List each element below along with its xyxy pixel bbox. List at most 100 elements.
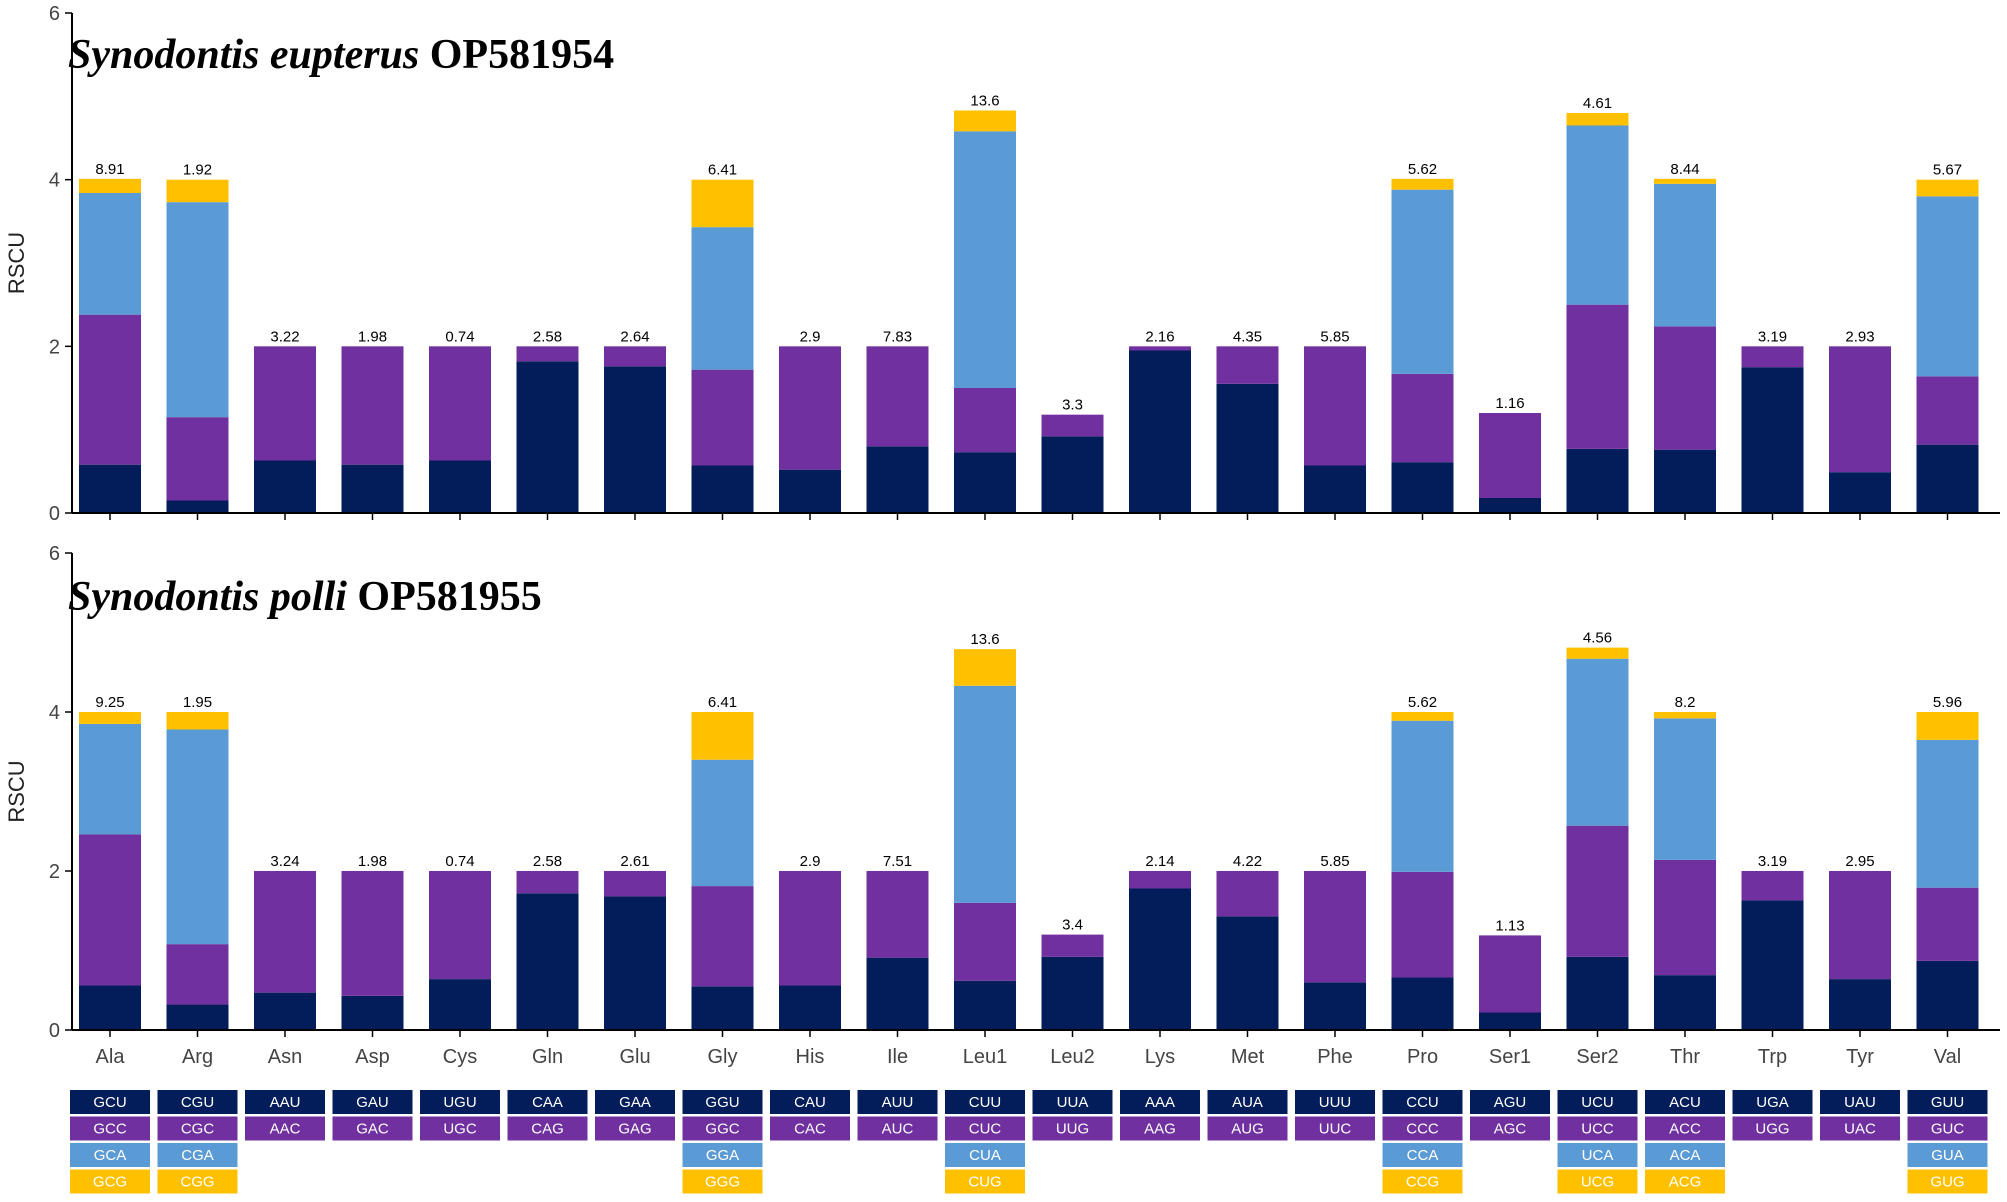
bar-segment-Ile-1 bbox=[866, 957, 929, 1030]
codon-label-CUU: CUU bbox=[969, 1094, 1002, 1111]
codon-box-CGU bbox=[157, 1090, 238, 1114]
bar-segment-Lys-2 bbox=[1129, 871, 1191, 889]
codon-column-Ser2: UCU UCC UCA UCG bbox=[1557, 1090, 1638, 1194]
bar-label-Phe: 5.85 bbox=[1320, 328, 1349, 345]
codon-label-ACU: ACU bbox=[1669, 1094, 1701, 1111]
codon-box-AAA bbox=[1120, 1090, 1200, 1114]
chart-title-species: Synodontis eupterus bbox=[68, 32, 419, 78]
codon-label-GUC: GUC bbox=[1931, 1121, 1965, 1138]
codon-label-UGU: UGU bbox=[443, 1094, 476, 1111]
codon-label-AAC: AAC bbox=[270, 1121, 301, 1138]
codon-box-GGA bbox=[682, 1143, 763, 1167]
codon-column-Phe: UUU UUC bbox=[1295, 1090, 1375, 1141]
bar-label-Val: 5.96 bbox=[1933, 694, 1962, 711]
bar-segment-Glu-1 bbox=[604, 366, 666, 513]
bar-label-Thr: 8.44 bbox=[1670, 161, 1699, 178]
bar-segment-Glu-1 bbox=[604, 896, 666, 1030]
codon-label-UUG: UUG bbox=[1056, 1121, 1089, 1138]
bar-segment-Arg-2 bbox=[166, 944, 229, 1005]
codon-box-UGA bbox=[1732, 1090, 1813, 1114]
bar-segment-Pro-4 bbox=[1391, 178, 1454, 190]
bar-label-Asn: 3.22 bbox=[270, 328, 299, 345]
codon-label-CUG: CUG bbox=[968, 1174, 1001, 1191]
bar-segment-Cys-2 bbox=[429, 346, 491, 461]
bar-segment-Ser1-2 bbox=[1479, 935, 1541, 1013]
codon-label-GAG: GAG bbox=[618, 1121, 651, 1138]
x-tick-label-Lys: Lys bbox=[1145, 1046, 1175, 1068]
y-tick-label-4: 4 bbox=[49, 170, 60, 192]
bar-segment-Met-2 bbox=[1216, 871, 1279, 917]
codon-label-ACG: ACG bbox=[1669, 1174, 1702, 1191]
codon-box-UGU bbox=[420, 1090, 500, 1114]
bar-segment-Ser1-2 bbox=[1479, 413, 1541, 498]
bar-segment-Thr-3 bbox=[1654, 718, 1716, 860]
codon-label-AAA: AAA bbox=[1145, 1094, 1175, 1111]
bar-group-Tyr: 2.93 bbox=[1829, 328, 1891, 513]
codon-box-GGC bbox=[682, 1116, 763, 1141]
bar-label-Tyr: 2.95 bbox=[1845, 853, 1874, 870]
bar-group-Gln: 2.58 bbox=[516, 328, 579, 513]
codon-label-AAG: AAG bbox=[1144, 1121, 1176, 1138]
y-axis-label: RSCU bbox=[4, 232, 29, 294]
bar-group-Thr: 8.44 bbox=[1654, 161, 1716, 513]
codon-column-His: CAU CAC bbox=[770, 1090, 850, 1141]
chart-panel-1: Synodontis eupterus OP581954 RSCU 8.91 1.92… bbox=[4, 3, 2000, 525]
codon-box-GAG bbox=[595, 1116, 675, 1141]
codon-box-CAG bbox=[507, 1116, 588, 1141]
bar-segment-Gly-2 bbox=[691, 369, 754, 466]
bar-segment-Ala-1 bbox=[79, 985, 141, 1030]
x-tick-label-Glu: Glu bbox=[619, 1046, 650, 1068]
bar-segment-Thr-4 bbox=[1654, 178, 1716, 184]
bar-group-Lys: 2.14 bbox=[1129, 853, 1191, 1030]
bar-segment-Thr-4 bbox=[1654, 712, 1716, 719]
codon-box-CCA bbox=[1382, 1143, 1463, 1167]
bar-segment-Ala-4 bbox=[79, 712, 141, 724]
codon-box-UAU bbox=[1820, 1090, 1900, 1114]
bar-segment-His-2 bbox=[779, 871, 841, 986]
codon-box-CGC bbox=[157, 1116, 238, 1141]
bar-segment-Asn-2 bbox=[254, 871, 316, 993]
bar-segment-Ile-2 bbox=[866, 346, 929, 447]
bar-label-Glu: 2.61 bbox=[620, 853, 649, 870]
codon-label-GCC: GCC bbox=[93, 1121, 127, 1138]
bar-group-Trp: 3.19 bbox=[1741, 328, 1804, 513]
x-tick-label-Ser2: Ser2 bbox=[1576, 1046, 1618, 1068]
codon-box-GCC bbox=[70, 1116, 150, 1141]
x-tick-label-Ala: Ala bbox=[96, 1046, 126, 1068]
bar-segment-Pro-4 bbox=[1391, 712, 1454, 721]
bar-segment-Pro-2 bbox=[1391, 871, 1454, 978]
codon-column-Ile: AUU AUC bbox=[857, 1090, 938, 1141]
codon-label-GGC: GGC bbox=[705, 1121, 739, 1138]
bar-group-Asn: 3.24 bbox=[254, 853, 316, 1030]
bar-group-Leu1: 13.6 bbox=[954, 631, 1016, 1030]
bar-label-Ile: 7.83 bbox=[883, 328, 912, 345]
bar-label-Leu1: 13.6 bbox=[970, 93, 999, 110]
bar-label-Trp: 3.19 bbox=[1758, 853, 1787, 870]
bar-group-Pro: 5.62 bbox=[1391, 161, 1454, 513]
codon-box-UUU bbox=[1295, 1090, 1375, 1114]
x-tick-label-Pro: Pro bbox=[1407, 1046, 1438, 1068]
bar-segment-Leu1-4 bbox=[954, 110, 1016, 132]
codon-label-UUA: UUA bbox=[1057, 1094, 1089, 1111]
bar-segment-Ala-4 bbox=[79, 178, 141, 193]
codon-box-CUU bbox=[945, 1090, 1025, 1114]
bar-segment-Arg-1 bbox=[166, 500, 229, 513]
codon-box-CCG bbox=[1382, 1169, 1463, 1194]
bar-group-Phe: 5.85 bbox=[1304, 328, 1366, 513]
bar-segment-Thr-1 bbox=[1654, 975, 1716, 1030]
codon-box-GAU bbox=[332, 1090, 413, 1114]
bar-segment-Ser2-2 bbox=[1566, 825, 1629, 957]
codon-label-UAC: UAC bbox=[1844, 1121, 1876, 1138]
codon-box-UCC bbox=[1557, 1116, 1638, 1141]
bar-segment-Val-1 bbox=[1916, 444, 1979, 513]
bar-label-Phe: 5.85 bbox=[1320, 853, 1349, 870]
bar-group-Leu2: 3.4 bbox=[1041, 917, 1104, 1030]
bar-segment-Pro-1 bbox=[1391, 977, 1454, 1030]
bar-segment-Gly-3 bbox=[691, 759, 754, 887]
x-tick-label-Tyr: Tyr bbox=[1846, 1046, 1874, 1068]
codon-column-Asn: AAU AAC bbox=[245, 1090, 325, 1141]
bar-segment-Gly-3 bbox=[691, 227, 754, 370]
x-tick-label-Arg: Arg bbox=[182, 1046, 213, 1068]
bar-label-Lys: 2.16 bbox=[1145, 328, 1174, 345]
